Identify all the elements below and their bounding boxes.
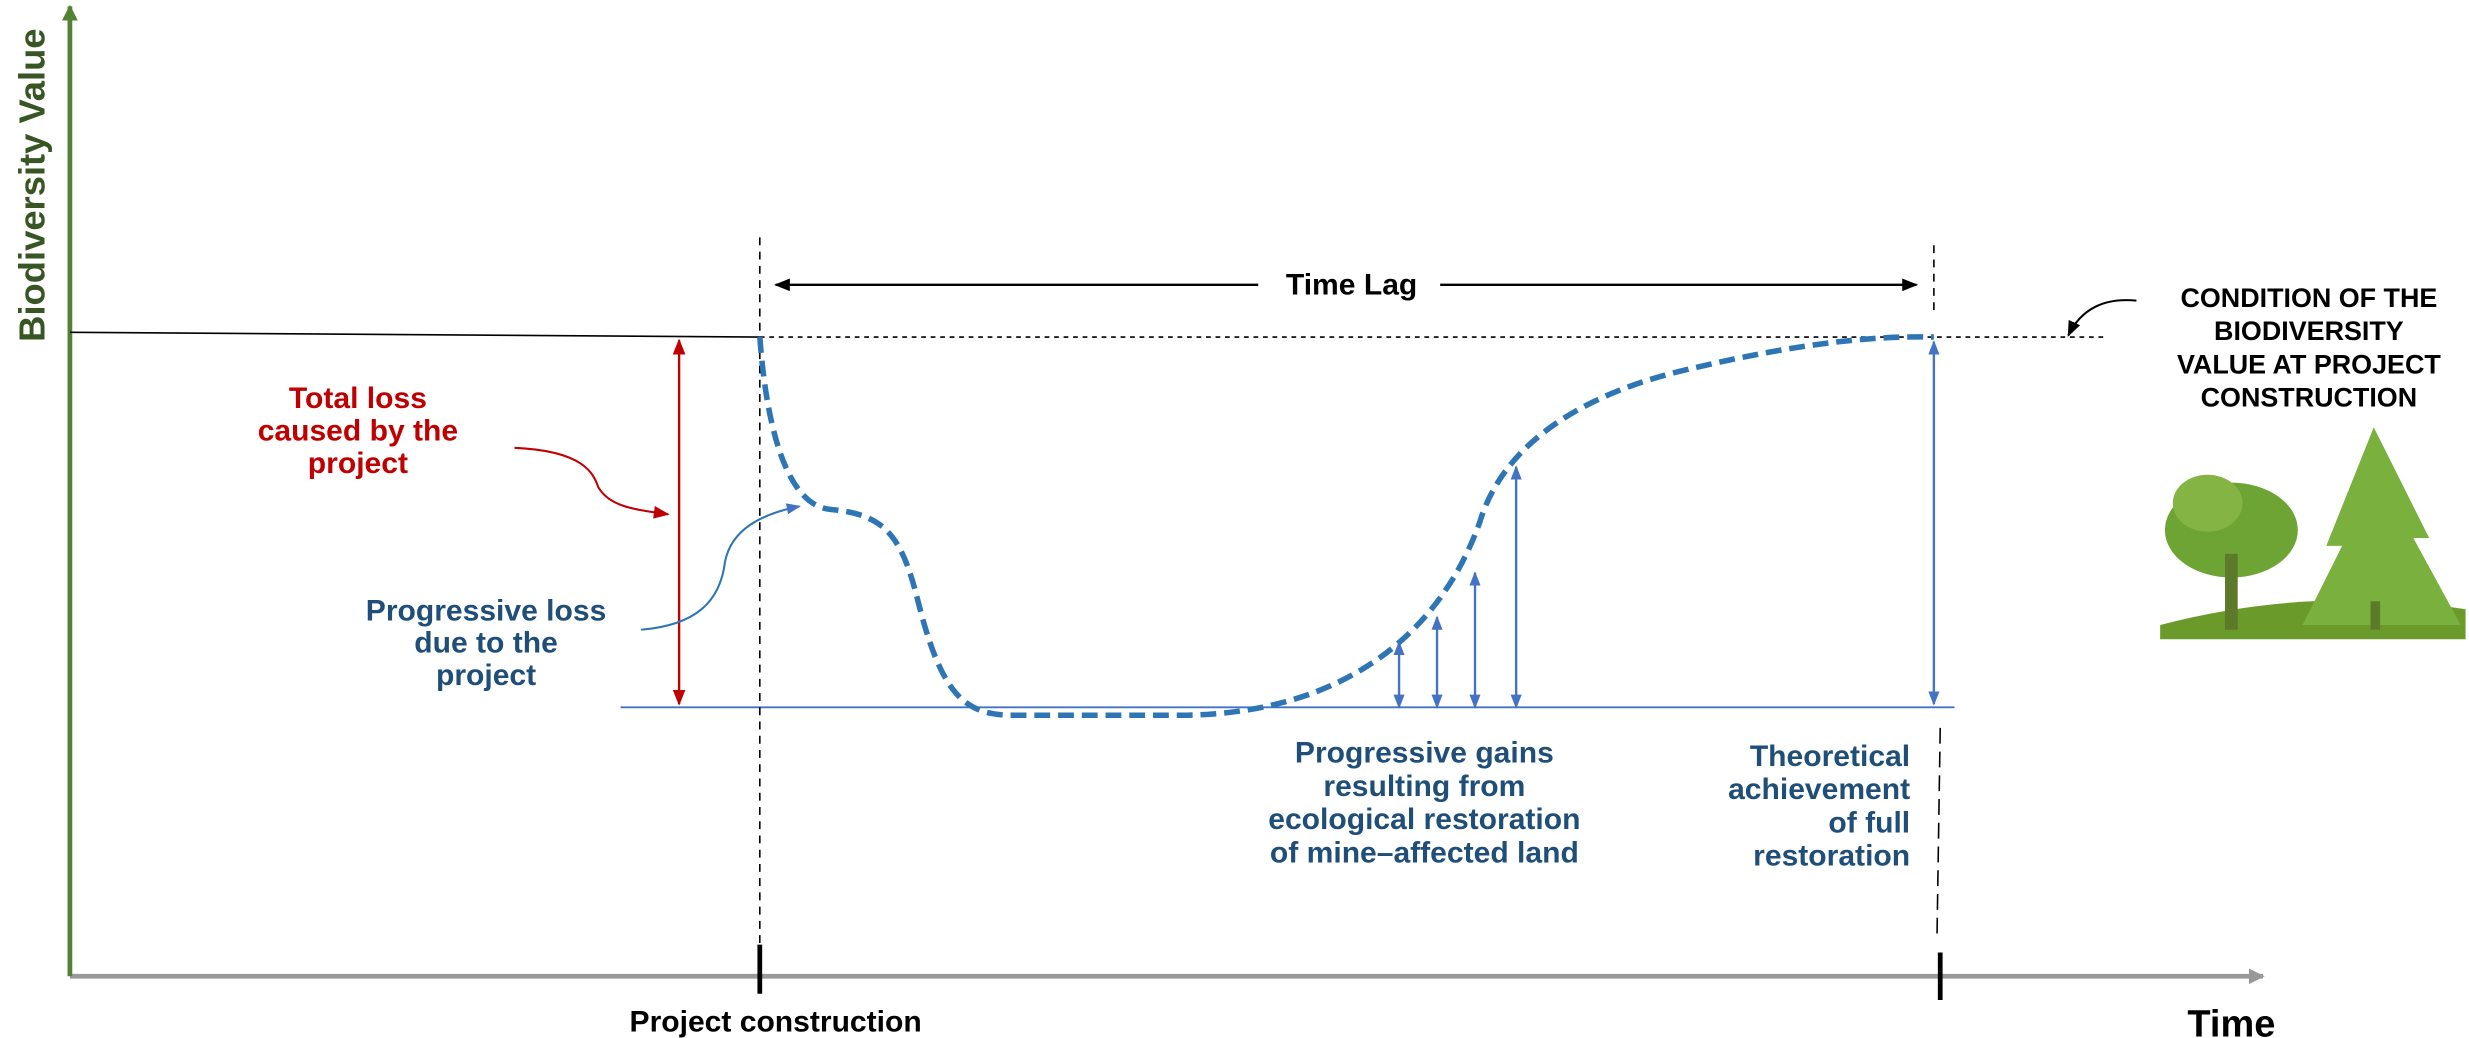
progressive-loss-line: project	[436, 659, 536, 692]
full-restoration-line: restoration	[1753, 840, 1910, 873]
progressive-loss-line: Progressive loss	[366, 594, 607, 627]
progressive-gains-line: resulting from	[1323, 770, 1525, 803]
progressive-gains-line: Progressive gains	[1295, 737, 1554, 770]
y-label: Biodiversity Value	[12, 28, 53, 341]
full-restoration-line: Theoretical	[1750, 740, 1910, 773]
x-marker-label: Project construction	[630, 1006, 922, 1038]
full-restoration-line: of full	[1828, 806, 1910, 839]
condition-line: BIODIVERSITY	[2214, 316, 2404, 346]
tree-image	[2160, 415, 2465, 640]
total-loss-line: caused by the	[258, 415, 458, 448]
diagram: Biodiversity Value Time Project construc…	[0, 0, 2469, 1038]
progressive-loss-line: due to the	[414, 627, 558, 660]
x-label: Time	[2187, 1003, 2275, 1038]
progressive-gains-line: ecological restoration	[1268, 803, 1580, 836]
condition-line: CONSTRUCTION	[2201, 383, 2417, 413]
total-loss-line: Total loss	[289, 382, 427, 415]
total-loss-line: project	[308, 447, 408, 480]
condition-line: CONDITION OF THE	[2180, 283, 2437, 313]
progressive-gains-line: of mine–affected land	[1270, 836, 1579, 869]
time-lag-label: Time Lag	[1286, 268, 1417, 301]
full-restoration-line: achievement	[1728, 773, 1910, 806]
condition-line: VALUE AT PROJECT	[2177, 349, 2441, 379]
